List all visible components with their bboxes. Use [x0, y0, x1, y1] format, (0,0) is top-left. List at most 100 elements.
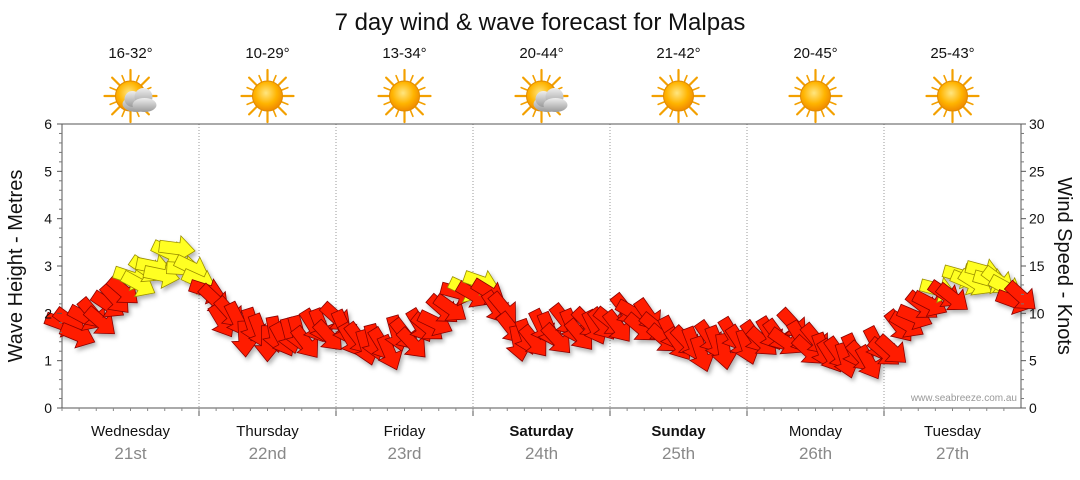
wind-arrow — [311, 318, 342, 351]
right-tick-label: 30 — [1029, 116, 1045, 132]
cloud-shape — [533, 88, 568, 112]
sun-ray — [248, 104, 259, 116]
wind-arrow — [874, 333, 907, 363]
temperature-range-label: 20-44° — [519, 45, 563, 62]
sun-ray — [824, 104, 835, 116]
day-date-label: 27th — [936, 444, 969, 463]
wind-arrow — [540, 321, 571, 354]
sun-ray — [522, 104, 533, 116]
sun-disc — [389, 80, 420, 112]
left-tick-label: 4 — [44, 211, 52, 227]
sun-ray — [248, 76, 259, 88]
wind-arrow — [710, 332, 739, 371]
left-tick-label: 1 — [44, 353, 52, 369]
sun-ray — [796, 76, 807, 88]
day-name-label: Sunday — [651, 423, 706, 440]
day-date-label: 24th — [525, 444, 558, 463]
day-name-label: Wednesday — [91, 423, 170, 440]
left-tick-label: 3 — [44, 258, 52, 274]
sun-ray — [111, 104, 122, 116]
temperature-range-label: 16-32° — [108, 45, 152, 62]
wind-arrow — [105, 274, 138, 304]
right-tick-label: 25 — [1029, 163, 1045, 179]
chart-title: 7 day wind & wave forecast for Malpas — [335, 9, 746, 36]
left-tick-label: 0 — [44, 400, 52, 416]
sun-cloud-icon — [103, 68, 158, 124]
sun-ray — [961, 104, 972, 116]
wind-arrow — [601, 308, 631, 342]
weather-row: 16-32° 10-29° 13-34° 20-44° 21-42° 20-45° 25-4… — [103, 45, 980, 124]
sun-ray — [385, 104, 396, 116]
wind-arrows — [43, 235, 1036, 380]
sun-ray — [659, 76, 670, 88]
wind-arrow — [432, 292, 467, 321]
sun-ray — [933, 104, 944, 116]
sun-icon — [240, 68, 295, 124]
wind-arrow — [688, 334, 716, 373]
sun-disc — [663, 80, 694, 112]
sun-ray — [413, 76, 424, 88]
temperature-range-label: 21-42° — [656, 45, 700, 62]
sun-ray — [933, 76, 944, 88]
sun-ray — [659, 104, 670, 116]
sun-ray — [687, 104, 698, 116]
watermark: www.seabreeze.com.au — [910, 393, 1017, 404]
wind-arrow — [376, 333, 404, 371]
right-tick-label: 15 — [1029, 258, 1045, 274]
left-tick-label: 2 — [44, 305, 52, 321]
right-tick-label: 0 — [1029, 400, 1037, 416]
sun-ray — [385, 76, 396, 88]
day-labels: Wednesday 21st Thursday 22nd Friday 23rd Satur… — [91, 423, 981, 463]
wind-arrow — [82, 305, 115, 335]
day-date-label: 25th — [662, 444, 695, 463]
sun-icon — [788, 68, 843, 124]
wind-arrow — [289, 324, 319, 358]
sun-disc — [252, 80, 283, 112]
day-date-label: 22nd — [249, 444, 287, 463]
sun-ray — [413, 104, 424, 116]
day-name-label: Thursday — [236, 423, 299, 440]
wind-arrow — [1003, 279, 1036, 310]
right-tick-label: 5 — [1029, 353, 1037, 369]
temperature-range-label: 10-29° — [245, 45, 289, 62]
left-tick-label: 5 — [44, 163, 52, 179]
day-name-label: Monday — [789, 423, 843, 440]
day-name-label: Tuesday — [924, 423, 981, 440]
sun-disc — [800, 80, 831, 112]
temperature-range-label: 25-43° — [930, 45, 974, 62]
sun-icon — [651, 68, 706, 124]
left-axis-label: Wave Height - Metres — [5, 170, 27, 363]
sun-ray — [522, 76, 533, 88]
day-name-label: Friday — [384, 423, 426, 440]
day-date-label: 26th — [799, 444, 832, 463]
sun-icon — [377, 68, 432, 124]
sun-ray — [796, 104, 807, 116]
day-date-label: 21st — [114, 444, 146, 463]
day-date-label: 23rd — [387, 444, 421, 463]
temperature-range-label: 20-45° — [793, 45, 837, 62]
sun-ray — [139, 76, 150, 88]
cloud-shape — [122, 88, 157, 112]
sun-ray — [824, 76, 835, 88]
sun-icon — [925, 68, 980, 124]
sun-ray — [550, 76, 561, 88]
wind-arrow — [854, 343, 883, 380]
sun-disc — [937, 80, 968, 112]
sun-ray — [111, 76, 122, 88]
right-axis-label: Wind Speed - Knots — [1053, 177, 1075, 355]
wind-arrow — [395, 326, 426, 358]
sun-ray — [687, 76, 698, 88]
left-tick-label: 6 — [44, 116, 52, 132]
grid — [198, 124, 885, 408]
cloud-puff — [543, 98, 568, 112]
cloud-puff — [132, 98, 157, 112]
right-tick-label: 10 — [1029, 305, 1045, 321]
sun-cloud-icon — [514, 68, 569, 124]
sun-ray — [276, 104, 287, 116]
wind-arrow — [934, 281, 968, 311]
sun-ray — [276, 76, 287, 88]
wind-arrow — [158, 235, 196, 263]
axes: 0 1 2 3 4 5 6 0 5 10 15 20 25 30 — [44, 116, 1045, 416]
